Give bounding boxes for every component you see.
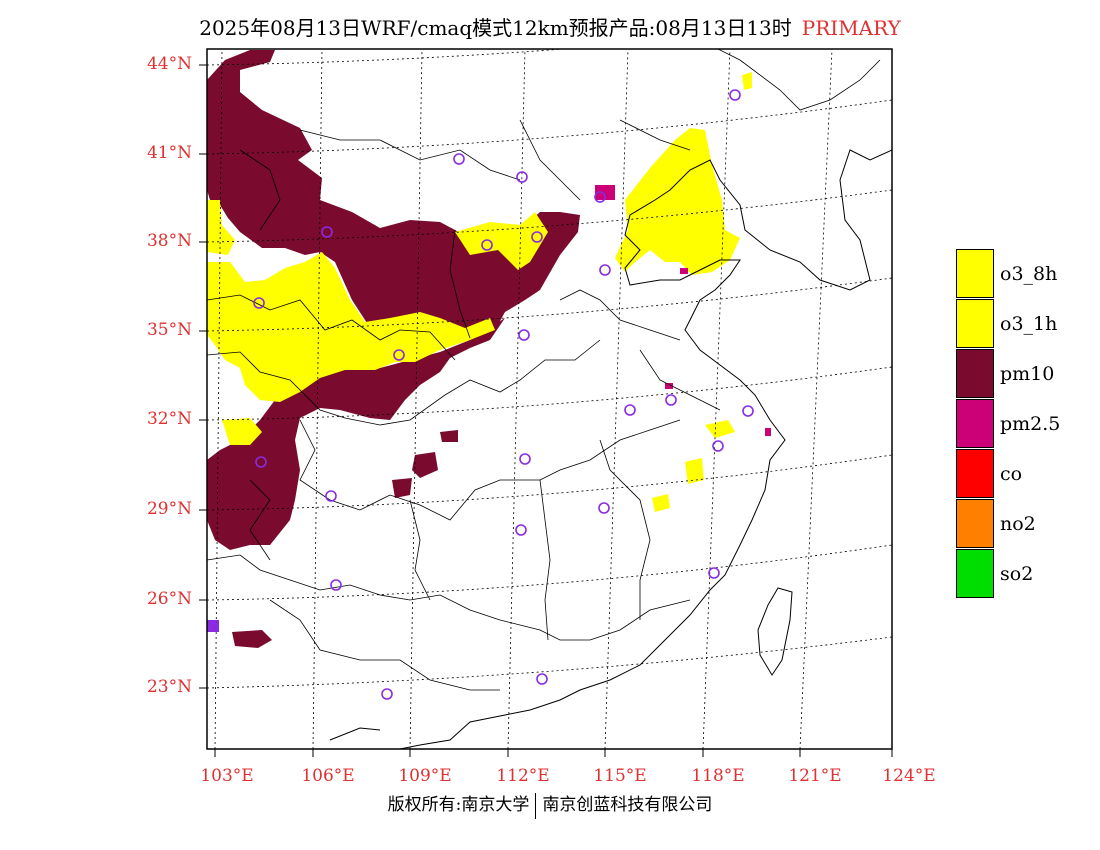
o3-jiangxi-patch bbox=[652, 494, 670, 512]
leizhou-outline bbox=[329, 727, 381, 741]
legend-item-o3-1h: o3_1h bbox=[956, 299, 1074, 349]
lon-label-121: 121°E bbox=[788, 766, 842, 786]
legend-item-no2: no2 bbox=[956, 499, 1074, 549]
footer-right: 南京创蓝科技有限公司 bbox=[542, 795, 713, 815]
lon-label-109: 109°E bbox=[398, 766, 452, 786]
pollutant-legend: o3_8h o3_1h pm10 pm2.5 co no2 so2 bbox=[956, 249, 1074, 599]
station-marker bbox=[516, 171, 528, 183]
pm10-diagonal-band bbox=[207, 318, 505, 550]
lon-label-106: 106°E bbox=[301, 766, 355, 786]
pm25-patch-1 bbox=[595, 185, 615, 200]
station-marker bbox=[515, 524, 527, 536]
station-marker bbox=[729, 89, 741, 101]
station-marker bbox=[255, 456, 267, 468]
station-marker bbox=[325, 490, 337, 502]
footer-left: 版权所有:南京大学 bbox=[387, 795, 530, 815]
legend-item-o3-8h: o3_8h bbox=[956, 249, 1074, 299]
legend-item-pm10: pm10 bbox=[956, 349, 1074, 399]
station-marker bbox=[321, 226, 333, 238]
legend-swatch bbox=[956, 549, 994, 598]
title-tag: PRIMARY bbox=[801, 16, 901, 40]
station-marker bbox=[536, 673, 548, 685]
station-marker bbox=[624, 404, 636, 416]
legend-label: pm2.5 bbox=[1000, 413, 1061, 435]
pm10-patch-2 bbox=[412, 452, 438, 478]
lat-label-44: 44°N bbox=[146, 54, 192, 74]
pm25-patch-5 bbox=[765, 428, 771, 436]
lon-label-103: 103°E bbox=[200, 766, 254, 786]
pm10-patch-1 bbox=[232, 630, 272, 648]
station-marker bbox=[393, 349, 405, 361]
lat-label-41: 41°N bbox=[146, 143, 192, 163]
axis-ticks bbox=[199, 64, 893, 757]
lat-label-38: 38°N bbox=[146, 231, 192, 251]
legend-swatch bbox=[956, 249, 994, 298]
legend-item-co: co bbox=[956, 449, 1074, 499]
station-marker bbox=[712, 440, 724, 452]
legend-swatch bbox=[956, 499, 994, 548]
legend-swatch bbox=[956, 299, 994, 348]
legend-swatch bbox=[956, 449, 994, 498]
lat-label-26: 26°N bbox=[146, 589, 192, 609]
map-frame bbox=[206, 48, 893, 750]
lon-label-124: 124°E bbox=[882, 766, 936, 786]
o3-yangtze-patch bbox=[705, 420, 735, 438]
legend-label: o3_8h bbox=[1000, 263, 1058, 285]
station-marker bbox=[207, 620, 218, 632]
footer-separator bbox=[535, 792, 537, 819]
station-marker bbox=[518, 329, 530, 341]
lat-label-32: 32°N bbox=[146, 409, 192, 429]
station-marker bbox=[742, 405, 754, 417]
province-boundaries bbox=[207, 49, 881, 691]
o3-north-dot bbox=[742, 72, 752, 90]
o3-zhejiang-patch bbox=[685, 458, 704, 484]
pm10-north-band bbox=[207, 50, 580, 362]
o3-shanxi-strip bbox=[455, 212, 548, 270]
copyright-footer: 版权所有:南京大学 南京创蓝科技有限公司 bbox=[0, 790, 1100, 819]
station-marker bbox=[708, 567, 720, 579]
o3-west-region bbox=[207, 252, 495, 402]
lon-label-118: 118°E bbox=[691, 766, 745, 786]
pm10-patch-4 bbox=[440, 430, 458, 442]
legend-label: co bbox=[1000, 463, 1023, 485]
legend-label: no2 bbox=[1000, 513, 1036, 535]
pm25-patch-4 bbox=[680, 268, 688, 274]
station-marker bbox=[381, 688, 393, 700]
station-marker bbox=[253, 297, 265, 309]
legend-label: o3_1h bbox=[1000, 313, 1058, 335]
o3-north-china bbox=[615, 128, 740, 275]
station-marker bbox=[519, 453, 531, 465]
lat-label-35: 35°N bbox=[146, 320, 192, 340]
lat-label-23: 23°N bbox=[146, 677, 192, 697]
lat-label-29: 29°N bbox=[146, 499, 192, 519]
station-marker bbox=[531, 231, 543, 243]
station-marker bbox=[453, 153, 465, 165]
lon-label-115: 115°E bbox=[593, 766, 647, 786]
legend-label: pm10 bbox=[1000, 363, 1055, 385]
legend-swatch bbox=[956, 399, 994, 448]
legend-item-so2: so2 bbox=[956, 549, 1074, 599]
coastline bbox=[399, 149, 892, 749]
graticule bbox=[207, 49, 892, 749]
station-marker bbox=[330, 579, 342, 591]
pm25-patch-2 bbox=[665, 383, 673, 389]
legend-swatch bbox=[956, 349, 994, 398]
o3-sichuan-patch bbox=[222, 418, 262, 445]
station-marker bbox=[599, 264, 611, 276]
taiwan-outline bbox=[757, 587, 793, 676]
station-marker bbox=[598, 502, 610, 514]
station-marker bbox=[594, 191, 606, 203]
legend-label: so2 bbox=[1000, 563, 1034, 585]
station-marker bbox=[481, 239, 493, 251]
station-marker bbox=[665, 394, 677, 406]
title-main: 2025年08月13日WRF/cmaq模式12km预报产品:08月13日13时 bbox=[199, 16, 792, 40]
legend-item-pm25: pm2.5 bbox=[956, 399, 1074, 449]
station-markers bbox=[207, 89, 754, 700]
pm10-patch-3 bbox=[392, 478, 412, 498]
map-title: 2025年08月13日WRF/cmaq模式12km预报产品:08月13日13时 P… bbox=[0, 12, 1100, 41]
lon-label-112: 112°E bbox=[496, 766, 550, 786]
